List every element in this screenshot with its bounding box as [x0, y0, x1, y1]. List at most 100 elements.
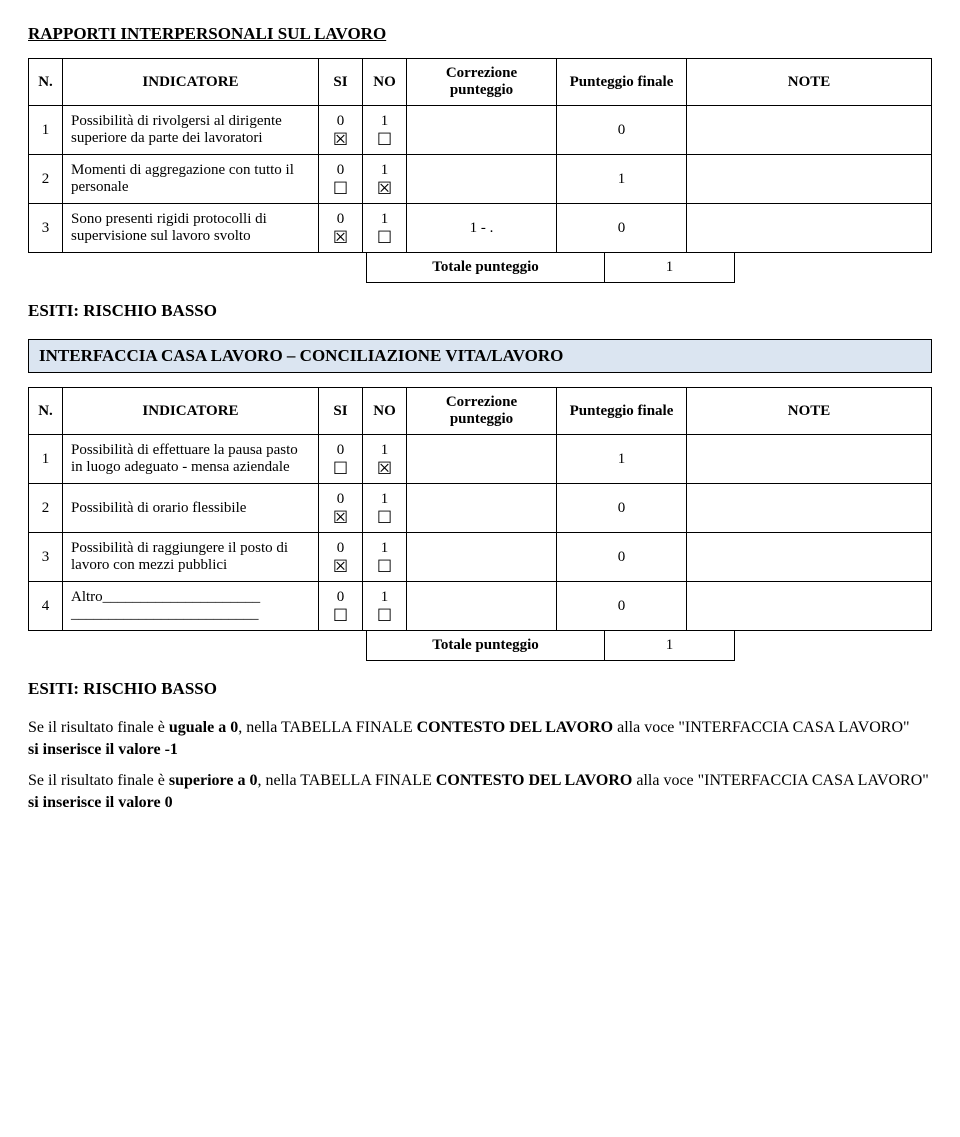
no-num: 1 — [371, 441, 398, 459]
text-bold: CONTESTO DEL LAVORO — [436, 772, 632, 789]
cell-punt: 1 — [557, 435, 687, 484]
cell-punt: 0 — [557, 106, 687, 155]
checkbox-icon: ☒ — [327, 558, 354, 575]
cell-corr — [407, 484, 557, 533]
cell-note — [687, 155, 932, 204]
total-label: Totale punteggio — [367, 631, 605, 661]
cell-si: 0 ☒ — [319, 204, 363, 253]
cell-no: 1 ☐ — [363, 533, 407, 582]
cell-no: 1 ☒ — [363, 435, 407, 484]
hdr-no: NO — [363, 388, 407, 435]
hdr-punt: Punteggio finale — [557, 59, 687, 106]
section2-band: INTERFACCIA CASA LAVORO – CONCILIAZIONE … — [28, 339, 932, 373]
table-row: 2 Momenti di aggregazione con tutto il p… — [29, 155, 932, 204]
checkbox-icon: ☐ — [327, 180, 354, 197]
cell-punt: 0 — [557, 204, 687, 253]
cell-ind: Possibilità di rivolgersi al dirigente s… — [63, 106, 319, 155]
text-bold: si inserisce il valore 0 — [28, 794, 173, 811]
cell-ind: Altro_____________________ _____________… — [63, 582, 319, 631]
cell-no: 1 ☐ — [363, 582, 407, 631]
text-bold: CONTESTO DEL LAVORO — [417, 719, 613, 736]
cell-ind: Momenti di aggregazione con tutto il per… — [63, 155, 319, 204]
cell-corr — [407, 533, 557, 582]
text-bold: si inserisce il valore -1 — [28, 741, 178, 758]
checkbox-icon: ☒ — [327, 131, 354, 148]
cell-no: 1 ☐ — [363, 106, 407, 155]
total-value: 1 — [605, 631, 735, 661]
total-label: Totale punteggio — [367, 253, 605, 283]
cell-ind: Possibilità di effettuare la pausa pasto… — [63, 435, 319, 484]
table-row: 3 Possibilità di raggiungere il posto di… — [29, 533, 932, 582]
cell-n: 1 — [29, 435, 63, 484]
cell-no: 1 ☐ — [363, 204, 407, 253]
cell-n: 3 — [29, 533, 63, 582]
table-row: 2 Possibilità di orario flessibile 0 ☒ 1… — [29, 484, 932, 533]
table-row: 1 Possibilità di effettuare la pausa pas… — [29, 435, 932, 484]
cell-n: 4 — [29, 582, 63, 631]
cell-corr: 1 - . — [407, 204, 557, 253]
checkbox-icon: ☐ — [371, 131, 398, 148]
cell-si: 0 ☐ — [319, 582, 363, 631]
cell-ind: Sono presenti rigidi protocolli di super… — [63, 204, 319, 253]
si-num: 0 — [327, 588, 354, 606]
checkbox-icon: ☐ — [327, 460, 354, 477]
checkbox-icon: ☒ — [371, 460, 398, 477]
cell-n: 2 — [29, 155, 63, 204]
si-num: 0 — [327, 539, 354, 557]
checkbox-icon: ☐ — [371, 558, 398, 575]
no-num: 1 — [371, 539, 398, 557]
cell-corr — [407, 435, 557, 484]
hdr-si: SI — [319, 388, 363, 435]
cell-corr — [407, 155, 557, 204]
cell-n: 2 — [29, 484, 63, 533]
hdr-n: N. — [29, 59, 63, 106]
cell-no: 1 ☒ — [363, 155, 407, 204]
table-rapporti: N. INDICATORE SI NO Correzione punteggio… — [28, 58, 932, 253]
si-num: 0 — [327, 210, 354, 228]
text-bold: uguale a 0 — [169, 719, 238, 736]
hdr-no: NO — [363, 59, 407, 106]
cell-si: 0 ☒ — [319, 484, 363, 533]
hdr-corr: Correzione punteggio — [407, 59, 557, 106]
footnote-2: Se il risultato finale è superiore a 0, … — [28, 770, 932, 813]
esiti-2: ESITI: RISCHIO BASSO — [28, 679, 932, 699]
cell-n: 1 — [29, 106, 63, 155]
cell-note — [687, 582, 932, 631]
si-num: 0 — [327, 490, 354, 508]
text: , nella TABELLA FINALE — [238, 719, 416, 736]
no-num: 1 — [371, 588, 398, 606]
hdr-corr: Correzione punteggio — [407, 388, 557, 435]
cell-corr — [407, 582, 557, 631]
text-bold: superiore a 0 — [169, 772, 258, 789]
section1-title: RAPPORTI INTERPERSONALI SUL LAVORO — [28, 24, 932, 44]
si-num: 0 — [327, 112, 354, 130]
no-num: 1 — [371, 210, 398, 228]
text: Se il risultato finale è — [28, 719, 169, 736]
text: alla voce "INTERFACCIA CASA LAVORO" — [613, 719, 909, 736]
cell-si: 0 ☒ — [319, 106, 363, 155]
cell-corr — [407, 106, 557, 155]
cell-note — [687, 484, 932, 533]
cell-punt: 1 — [557, 155, 687, 204]
cell-si: 0 ☐ — [319, 155, 363, 204]
hdr-si: SI — [319, 59, 363, 106]
table-row: 3 Sono presenti rigidi protocolli di sup… — [29, 204, 932, 253]
no-num: 1 — [371, 112, 398, 130]
checkbox-icon: ☒ — [327, 509, 354, 526]
cell-punt: 0 — [557, 484, 687, 533]
cell-si: 0 ☒ — [319, 533, 363, 582]
checkbox-icon: ☐ — [371, 229, 398, 246]
table-interfaccia: N. INDICATORE SI NO Correzione punteggio… — [28, 387, 932, 631]
hdr-ind: INDICATORE — [63, 59, 319, 106]
text: , nella TABELLA FINALE — [257, 772, 435, 789]
text: alla voce "INTERFACCIA CASA LAVORO" — [632, 772, 928, 789]
total-value: 1 — [605, 253, 735, 283]
cell-n: 3 — [29, 204, 63, 253]
total-row-2: Totale punteggio 1 — [28, 630, 932, 661]
table-row: 1 Possibilità di rivolgersi al dirigente… — [29, 106, 932, 155]
checkbox-icon: ☒ — [327, 229, 354, 246]
text: Se il risultato finale è — [28, 772, 169, 789]
table-row: 4 Altro_____________________ ___________… — [29, 582, 932, 631]
cell-note — [687, 533, 932, 582]
total-row-1: Totale punteggio 1 — [28, 252, 932, 283]
